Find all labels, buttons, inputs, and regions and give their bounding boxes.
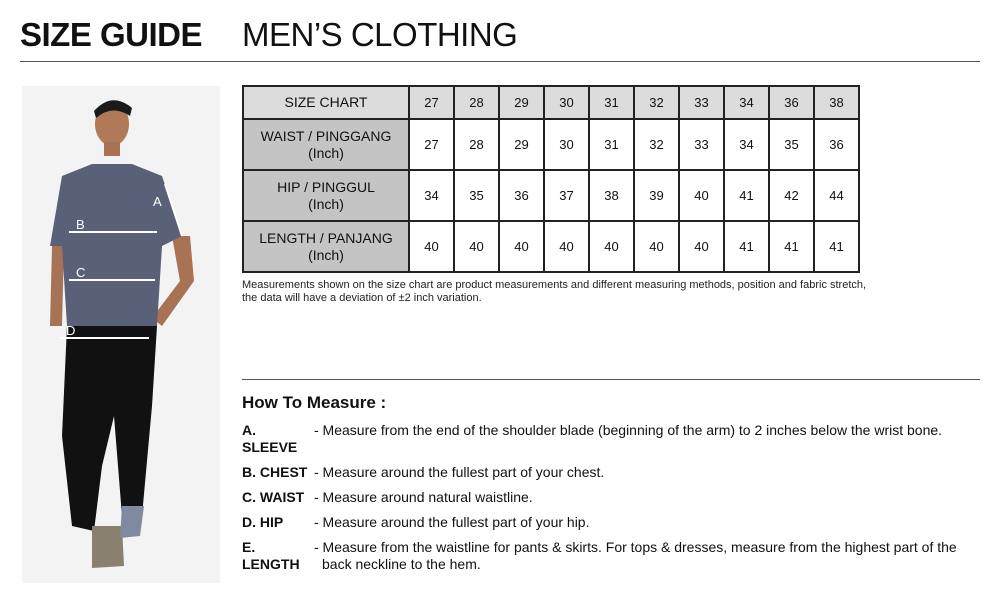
size-cell: 34 [723,85,770,120]
measure-item: D. HIP - Measure around the fullest part … [242,514,982,531]
value-cell: 40 [453,220,500,273]
label-c: C [76,265,85,280]
measure-item: C. WAIST - Measure around natural waistli… [242,489,982,506]
row-label: HIP / PINGGUL (Inch) [242,169,410,222]
model-figure: A B C D [22,86,220,583]
measure-item: B. CHEST - Measure around the fullest par… [242,464,982,481]
value-cell: 28 [453,118,500,171]
measure-item: E. LENGTH - Measure from the waistline fo… [242,539,982,573]
size-cell: 31 [588,85,635,120]
row-label-text: WAIST / PINGGANG [260,127,392,144]
size-cell: 33 [678,85,725,120]
value-cell: 41 [813,220,860,273]
size-cell: 29 [498,85,545,120]
value-cell: 40 [633,220,680,273]
measure-label: E. LENGTH [242,539,300,572]
size-chart-table: SIZE CHART 27 28 29 30 31 32 33 34 36 38 WAIST / PI… [242,85,860,273]
header-cell: SIZE CHART [242,85,410,120]
row-label: LENGTH / PANJANG (Inch) [242,220,410,273]
size-cell: 30 [543,85,590,120]
measure-label: B. CHEST [242,464,308,480]
value-cell: 39 [633,169,680,222]
table-header-row: SIZE CHART 27 28 29 30 31 32 33 34 36 38 [242,85,860,120]
row-unit: (Inch) [308,195,344,212]
row-unit: (Inch) [308,144,344,161]
size-cell: 32 [633,85,680,120]
value-cell: 40 [498,220,545,273]
value-cell: 41 [723,169,770,222]
label-a: A [153,194,162,209]
value-cell: 42 [768,169,815,222]
title-size-guide: SIZE GUIDE [20,16,203,53]
value-cell: 29 [498,118,545,171]
size-cell: 38 [813,85,860,120]
row-label: WAIST / PINGGANG (Inch) [242,118,410,171]
value-cell: 33 [678,118,725,171]
value-cell: 38 [588,169,635,222]
measure-item: A. SLEEVE - Measure from the end of the s… [242,422,982,455]
value-cell: 40 [678,220,725,273]
measure-desc: - Measure from the waistline for pants &… [314,539,957,572]
value-cell: 41 [768,220,815,273]
value-cell: 35 [453,169,500,222]
value-cell: 35 [768,118,815,171]
measurement-note: Measurements shown on the size chart are… [242,279,867,304]
value-cell: 44 [813,169,860,222]
value-cell: 34 [408,169,455,222]
value-cell: 34 [723,118,770,171]
measure-desc: - Measure from the end of the shoulder b… [314,422,943,438]
value-cell: 41 [723,220,770,273]
measure-desc: - Measure around the fullest part of you… [314,514,590,530]
value-cell: 27 [408,118,455,171]
value-cell: 30 [543,118,590,171]
label-d: D [66,323,75,338]
measure-label: C. WAIST [242,489,305,505]
measure-label: A. SLEEVE [242,422,298,455]
table-row: LENGTH / PANJANG (Inch) 40 40 40 40 40 40 40 41 41… [242,220,860,273]
row-unit: (Inch) [308,246,344,263]
value-cell: 31 [588,118,635,171]
value-cell: 40 [588,220,635,273]
divider [242,379,980,380]
measure-desc: - Measure around natural waistline. [314,489,533,505]
title-mens-clothing: MEN’S CLOTHING [242,16,518,53]
value-cell: 36 [813,118,860,171]
size-cell: 28 [453,85,500,120]
value-cell: 40 [678,169,725,222]
measure-desc: - Measure around the fullest part of you… [314,464,605,480]
value-cell: 40 [408,220,455,273]
size-cell: 36 [768,85,815,120]
value-cell: 32 [633,118,680,171]
row-label-text: HIP / PINGGUL [277,178,375,195]
value-cell: 36 [498,169,545,222]
row-label-text: LENGTH / PANJANG [259,229,393,246]
value-cell: 37 [543,169,590,222]
label-b: B [76,217,85,232]
how-to-measure-title: How To Measure : [242,393,387,412]
size-cell: 27 [408,85,455,120]
value-cell: 40 [543,220,590,273]
table-row: HIP / PINGGUL (Inch) 34 35 36 37 38 39 40 41 42 44 [242,169,860,222]
measure-label: D. HIP [242,514,284,530]
divider [20,61,980,62]
table-row: WAIST / PINGGANG (Inch) 27 28 29 30 31 32 33 34 35… [242,118,860,171]
